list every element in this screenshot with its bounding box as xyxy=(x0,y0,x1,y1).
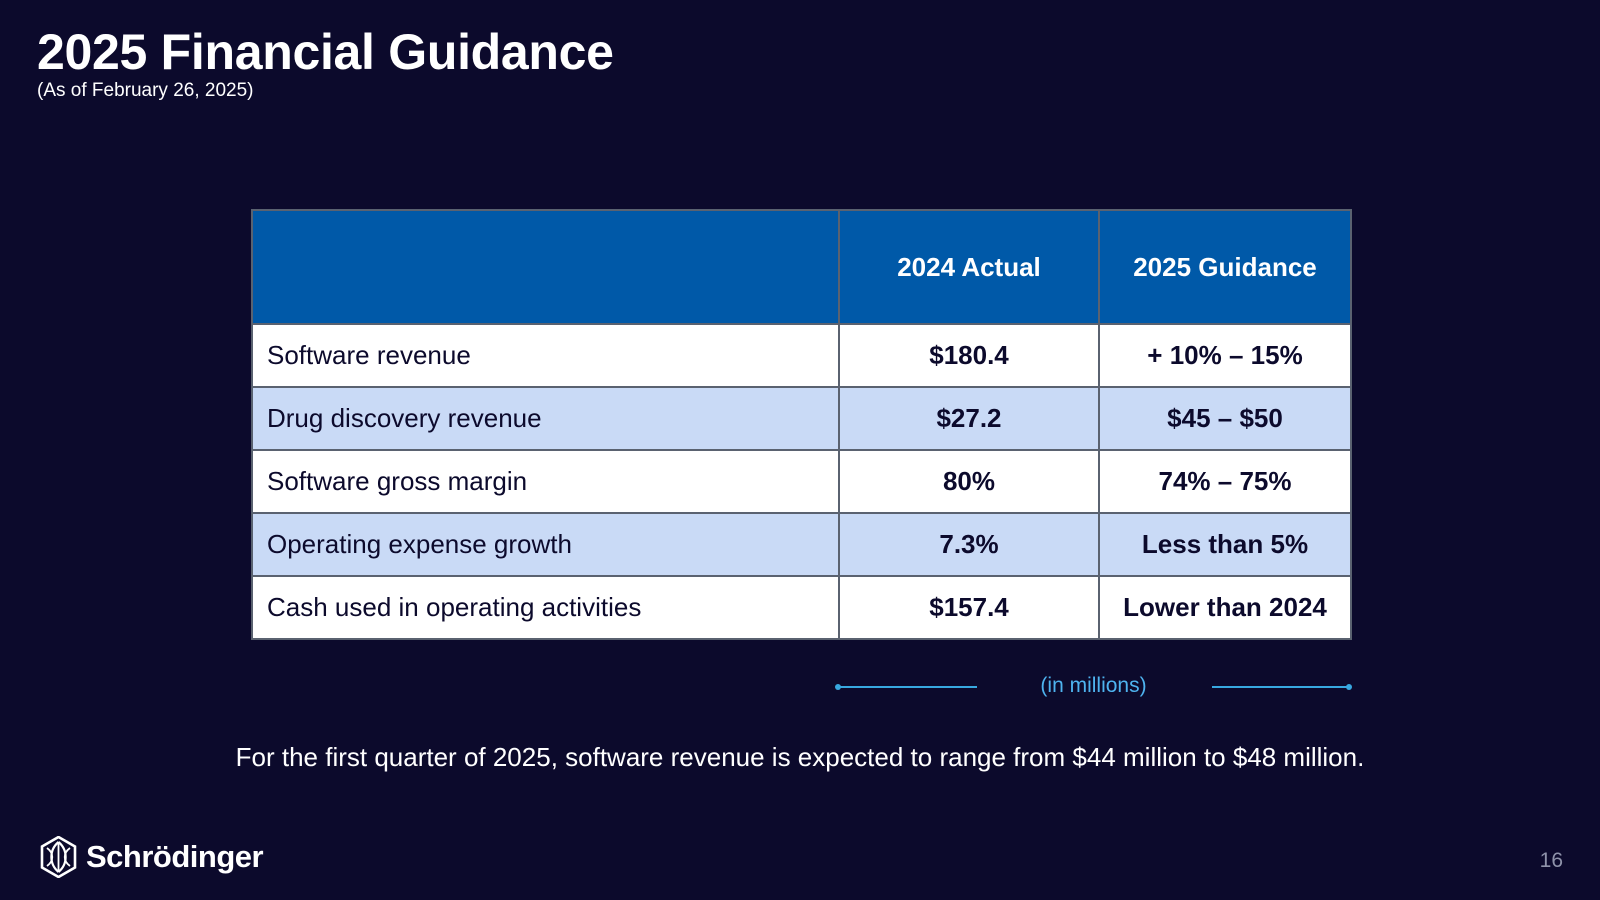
header-cell-metric xyxy=(251,209,840,325)
table-row: Cash used in operating activities $157.4… xyxy=(251,575,1352,640)
table-row: Software revenue $180.4 + 10% – 15% xyxy=(251,323,1352,388)
row-label: Operating expense growth xyxy=(251,512,840,577)
units-divider-left-dot xyxy=(835,684,841,690)
row-actual-value: 7.3% xyxy=(838,512,1100,577)
header-cell-2024-actual: 2024 Actual xyxy=(838,209,1100,325)
brand-name: Schrödinger xyxy=(86,839,264,874)
table-row: Operating expense growth 7.3% Less than … xyxy=(251,512,1352,577)
schrodinger-logo-icon xyxy=(40,836,77,878)
row-label: Drug discovery revenue xyxy=(251,386,840,451)
units-note: (in millions) xyxy=(835,672,1352,702)
row-actual-value: $27.2 xyxy=(838,386,1100,451)
table-header-row: 2024 Actual 2025 Guidance xyxy=(251,209,1352,325)
units-label: (in millions) xyxy=(1040,674,1147,697)
row-guidance-value: Less than 5% xyxy=(1098,512,1352,577)
row-guidance-value: + 10% – 15% xyxy=(1098,323,1352,388)
brand-logo: Schrödinger xyxy=(40,836,264,878)
slide-title: 2025 Financial Guidance xyxy=(37,24,614,80)
row-guidance-value: 74% – 75% xyxy=(1098,449,1352,514)
guidance-table: 2024 Actual 2025 Guidance Software reven… xyxy=(251,209,1352,640)
page-number: 16 xyxy=(1539,849,1563,872)
row-guidance-value: $45 – $50 xyxy=(1098,386,1352,451)
units-divider-right xyxy=(1212,686,1350,688)
row-label: Software revenue xyxy=(251,323,840,388)
row-guidance-value: Lower than 2024 xyxy=(1098,575,1352,640)
units-divider-left xyxy=(837,686,977,688)
row-actual-value: $180.4 xyxy=(838,323,1100,388)
table-row: Drug discovery revenue $27.2 $45 – $50 xyxy=(251,386,1352,451)
row-actual-value: 80% xyxy=(838,449,1100,514)
header-cell-2025-guidance: 2025 Guidance xyxy=(1098,209,1352,325)
table-row: Software gross margin 80% 74% – 75% xyxy=(251,449,1352,514)
row-label: Software gross margin xyxy=(251,449,840,514)
slide-subtitle: (As of February 26, 2025) xyxy=(37,80,254,101)
guidance-note: For the first quarter of 2025, software … xyxy=(235,742,1365,772)
units-divider-right-dot xyxy=(1346,684,1352,690)
row-actual-value: $157.4 xyxy=(838,575,1100,640)
row-label: Cash used in operating activities xyxy=(251,575,840,640)
